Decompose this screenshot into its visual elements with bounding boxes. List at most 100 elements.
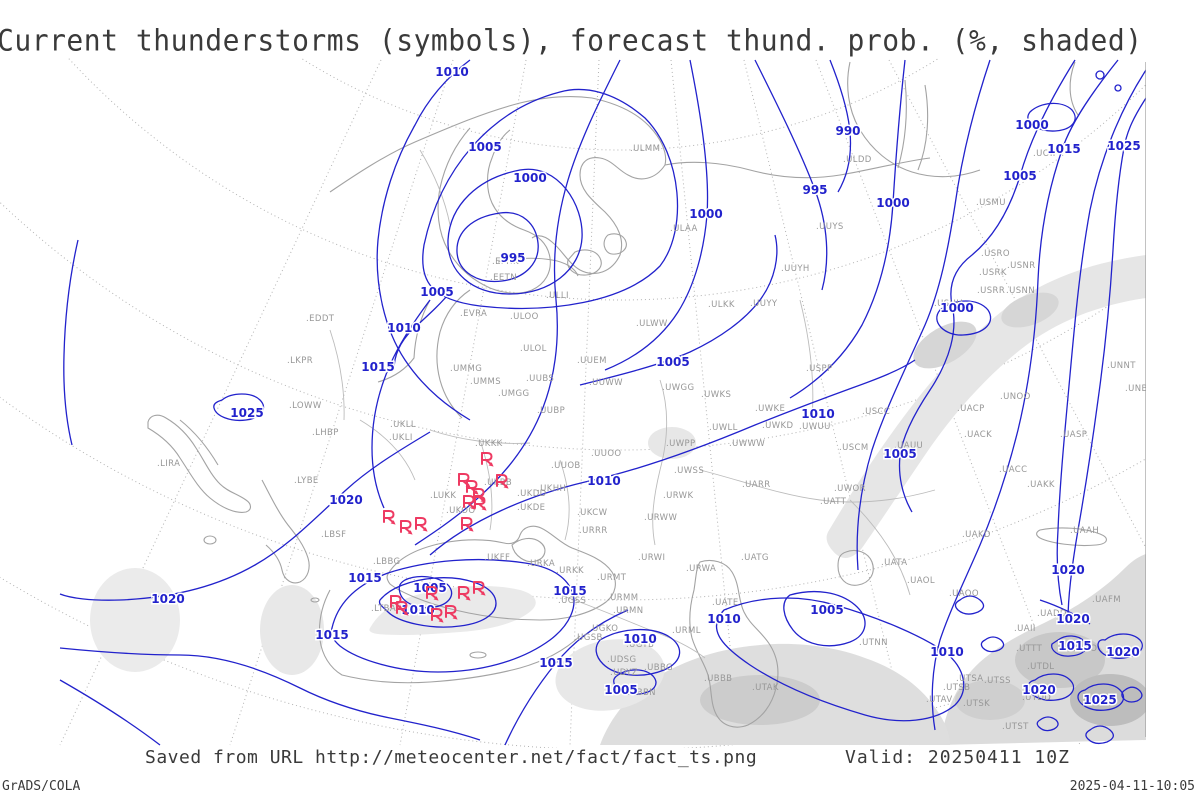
station-label: .UACK xyxy=(964,430,992,440)
station-label: .UUWW xyxy=(589,378,623,388)
isobar-value-label: 1020 xyxy=(1022,683,1055,697)
station-label: .UKLL xyxy=(390,420,416,430)
thunderstorm-icon xyxy=(400,520,414,536)
isobar-value-label: 1010 xyxy=(587,474,620,488)
station-label: .LHBP xyxy=(312,428,339,438)
isobar-value-label: 1005 xyxy=(810,603,843,617)
thunderstorm-icon xyxy=(461,517,475,533)
station-label: .UUYY xyxy=(750,299,778,309)
valid-time-text: Valid: 20250411 10Z xyxy=(845,747,1070,768)
station-label: .UBBG xyxy=(644,663,673,673)
station-label: .URMM xyxy=(607,593,639,603)
station-label: .UTSS xyxy=(984,676,1011,686)
station-label: .USPP xyxy=(806,364,833,374)
station-label: .UMGG xyxy=(498,389,529,399)
station-label: .UUOO xyxy=(591,449,622,459)
isobar-value-label: 1000 xyxy=(513,171,546,185)
station-label: .USNN xyxy=(1006,286,1035,296)
thunderstorm-icon xyxy=(481,452,495,468)
station-label: .UUBP xyxy=(537,406,565,416)
isobar-value-label: 995 xyxy=(802,183,827,197)
station-label: .UAAH xyxy=(1070,526,1099,536)
station-label: .ULAA xyxy=(670,224,698,234)
station-label: .UWLL xyxy=(709,423,738,433)
isobar-value-label: 1010 xyxy=(930,645,963,659)
isobar-value-label: 1020 xyxy=(151,592,184,606)
isobar-value-label: 990 xyxy=(835,124,860,138)
station-label: .LTBA xyxy=(371,604,396,614)
station-label: .UWSS xyxy=(674,466,704,476)
station-label: .UKHH xyxy=(537,484,566,494)
station-label: .UATT xyxy=(820,497,847,507)
station-label: .UUOB xyxy=(551,461,581,471)
isobar-value-label: 1005 xyxy=(656,355,689,369)
station-label: .UTDL xyxy=(1027,662,1054,672)
station-label: .UAKK xyxy=(1027,480,1055,490)
isobar-value-label: 1020 xyxy=(329,493,362,507)
station-label: .UUYH xyxy=(781,264,810,274)
station-label: .UWGG xyxy=(662,383,695,393)
station-label: .ULOL xyxy=(520,344,547,354)
station-label: .URMT xyxy=(597,573,627,583)
station-label: .UWWW xyxy=(729,439,765,449)
station-label: .UUYS xyxy=(816,222,844,232)
station-label: .URWI xyxy=(638,553,665,563)
isobar-labels: 1010 1005 1000 995 1005 1000 995 990 1000 1000 101… xyxy=(150,64,1142,709)
station-label: .UASP xyxy=(1060,430,1087,440)
station-label: .UTAV xyxy=(926,695,953,705)
isobar-value-label: 1015 xyxy=(315,628,348,642)
isobar-value-label: 1000 xyxy=(1015,118,1048,132)
isobar-value-label: 1010 xyxy=(623,632,656,646)
station-label: .UAFO xyxy=(1069,644,1097,654)
station-label: .USCC xyxy=(862,407,890,417)
station-label: .UTSB xyxy=(943,683,970,693)
station-label: .UGSS xyxy=(558,596,586,606)
station-label: .UBBB xyxy=(704,674,732,684)
station-label: .UWOR xyxy=(834,484,866,494)
station-label: .LBSF xyxy=(321,530,346,540)
isobar-value-label: 1005 xyxy=(1003,169,1036,183)
thunderstorm-icon xyxy=(466,480,480,496)
station-label: .UACC xyxy=(999,465,1027,475)
station-label: .ULOO xyxy=(510,312,539,322)
station-label: .URWW xyxy=(644,513,677,523)
isobar-value-label: 995 xyxy=(500,251,525,265)
isobar-value-label: 1010 xyxy=(401,603,434,617)
station-label: .UKLI xyxy=(389,433,413,443)
isobar-value-label: 1000 xyxy=(689,207,722,221)
isobar-value-label: 1015 xyxy=(1047,142,1080,156)
station-label: .UGKO xyxy=(589,624,618,634)
isobars xyxy=(59,59,1146,746)
station-label: .UAOL xyxy=(907,576,935,586)
station-label: .UGTB xyxy=(626,640,654,650)
isobar-value-label: 1020 xyxy=(1106,645,1139,659)
station-label: .UAUU xyxy=(894,441,923,451)
station-label: .LBBG xyxy=(373,557,401,567)
station-label: .UKDD xyxy=(517,489,547,499)
station-label: .UUBS xyxy=(526,374,554,384)
station-label: .USMU xyxy=(976,198,1006,208)
station-label: .UBBN xyxy=(627,688,656,698)
station-label: .UOII xyxy=(1033,149,1056,159)
station-label: .UMMS xyxy=(470,377,501,387)
station-label: .UATE xyxy=(712,598,739,608)
thunderstorm-icon xyxy=(415,517,429,533)
station-label: .USNR xyxy=(1007,261,1036,271)
page-title: Current thunderstorms (symbols), forecas… xyxy=(0,23,1143,58)
station-label: .ULWW xyxy=(636,319,668,329)
station-label: .UARR xyxy=(742,480,771,490)
station-label: .EDDT xyxy=(306,314,335,324)
isobar-value-label: 1010 xyxy=(707,612,740,626)
station-label: .UUEM xyxy=(577,356,607,366)
isobar-value-label: 1015 xyxy=(539,656,572,670)
station-label: .URKK xyxy=(556,566,584,576)
station-label: .URKA xyxy=(527,559,555,569)
station-label: .UAFM xyxy=(1092,595,1121,605)
isobar-value-label: 1000 xyxy=(876,196,909,210)
station-label: .UNBB xyxy=(1125,384,1154,394)
station-label: .ULDD xyxy=(843,155,872,165)
station-label: .UAOO xyxy=(949,589,979,599)
station-label: .LIRA xyxy=(157,459,180,469)
